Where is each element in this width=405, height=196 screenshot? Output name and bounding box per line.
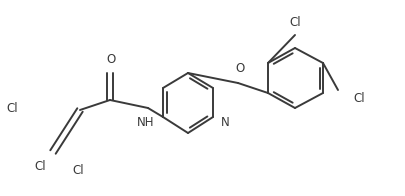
Text: O: O [107, 53, 115, 66]
Text: Cl: Cl [353, 92, 365, 104]
Text: Cl: Cl [6, 102, 18, 114]
Text: Cl: Cl [72, 163, 84, 177]
Text: O: O [235, 62, 245, 75]
Text: Cl: Cl [34, 161, 46, 173]
Text: Cl: Cl [289, 15, 301, 28]
Text: NH: NH [137, 116, 155, 129]
Text: N: N [221, 115, 230, 129]
